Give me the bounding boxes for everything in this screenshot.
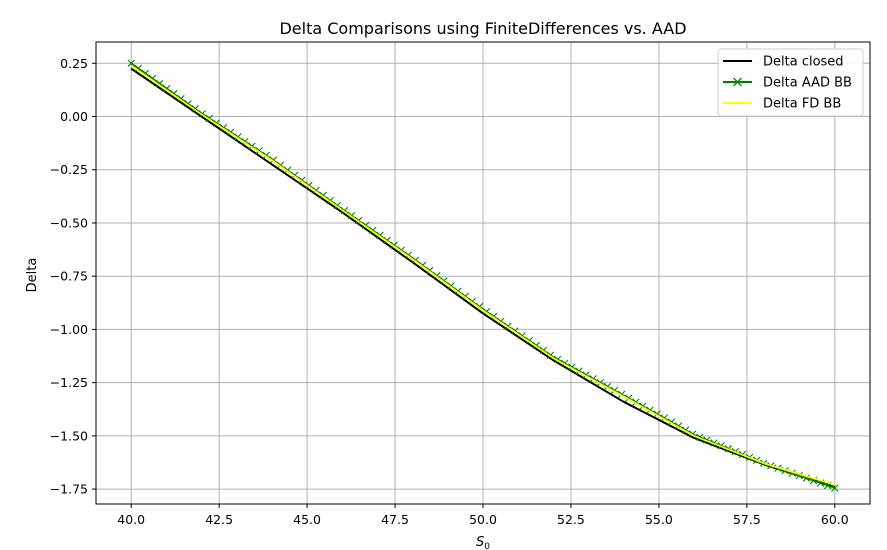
ticks: 40.0 42.5 45.0 47.5 50.0 52.5 55.0 57.5 60.0 0.25… [50, 56, 849, 527]
x-axis-label: S0 [476, 535, 490, 550]
series-layer [127, 59, 839, 492]
legend-label-delta-aad-bb: Delta AAD BB [763, 76, 852, 91]
x-tick-label: 57.5 [733, 512, 761, 527]
x-tick-label: 47.5 [381, 512, 409, 527]
legend-box [717, 48, 864, 117]
x-tick-label: 40.0 [117, 512, 145, 527]
y-tick-label: −0.25 [50, 162, 88, 177]
y-tick-label: −1.75 [50, 482, 88, 497]
series-line-delta-fd-bb [130, 64, 836, 486]
legend-label-delta-fd-bb: Delta FD BB [763, 97, 841, 112]
y-tick-label: −1.50 [50, 428, 88, 443]
y-tick-label: 0.25 [60, 56, 88, 71]
x-tick-label: 52.5 [557, 512, 585, 527]
legend-marker-x [733, 77, 742, 87]
x-tick-label: 55.0 [645, 512, 673, 527]
y-tick-label: −0.75 [50, 269, 88, 284]
legend: Delta closed Delta AAD BB Delta FD BB [717, 48, 864, 117]
y-tick-label: −1.00 [50, 322, 88, 337]
y-tick-label: 0.00 [60, 109, 88, 124]
y-axis-label: Delta [25, 258, 40, 293]
legend-label-delta-closed: Delta closed [763, 55, 844, 70]
y-tick-label: −1.25 [50, 375, 88, 390]
chart-title: Delta Comparisons using FiniteDifference… [279, 19, 686, 38]
series-line-delta-closed [130, 67, 836, 488]
x-tick-label: 42.5 [205, 512, 233, 527]
x-tick-label: 45.0 [293, 512, 321, 527]
x-tick-label: 60.0 [821, 512, 849, 527]
x-tick-label: 50.0 [469, 512, 497, 527]
y-tick-label: −0.50 [50, 215, 88, 230]
